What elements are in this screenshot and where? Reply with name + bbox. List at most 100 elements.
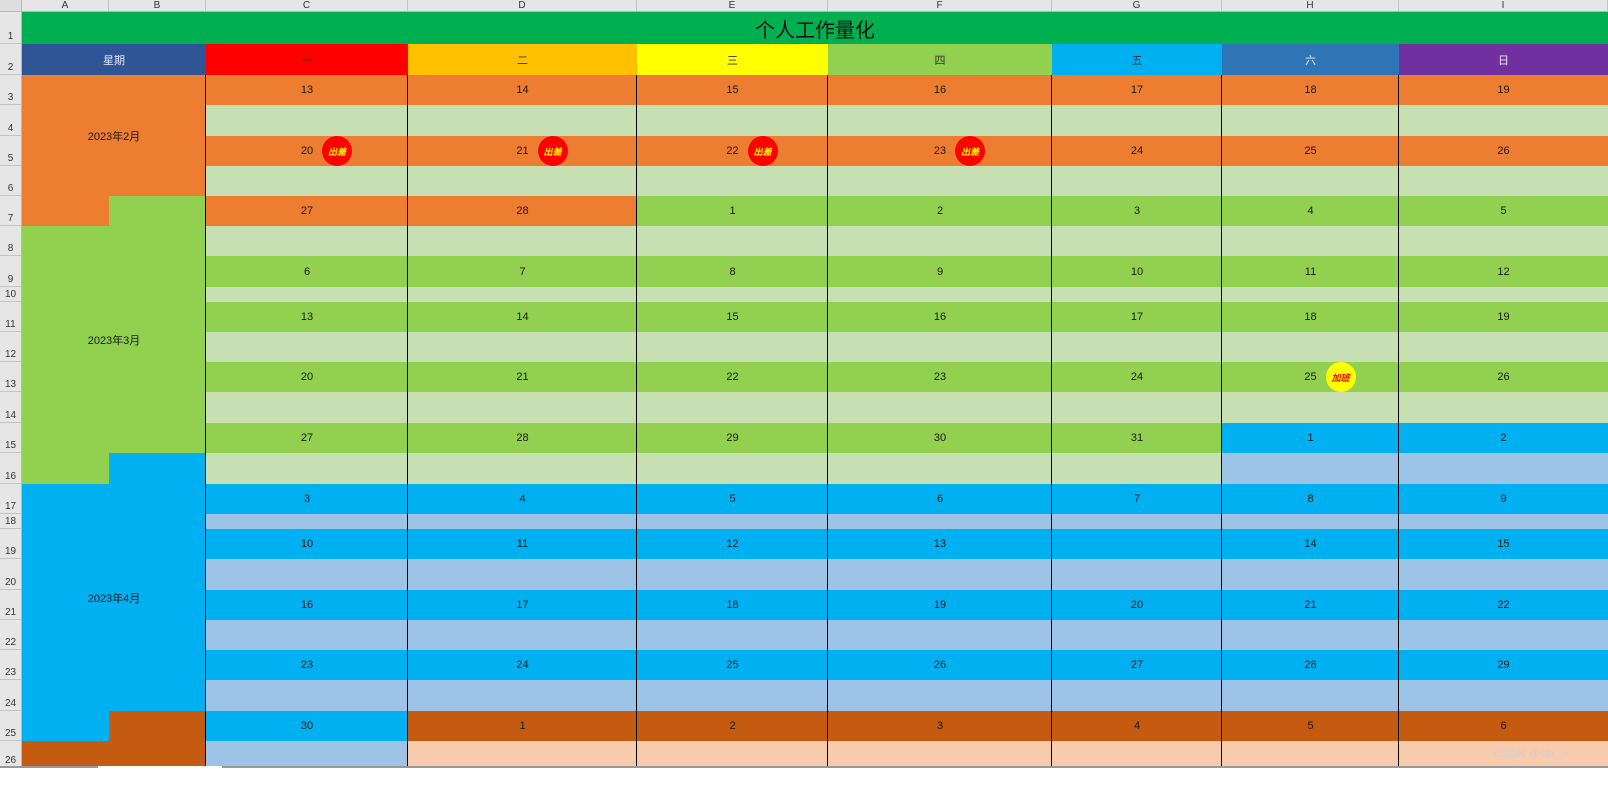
select-all-corner[interactable] (0, 0, 22, 12)
date-cell[interactable]: 8 (1222, 484, 1399, 514)
note-cell[interactable] (828, 453, 1052, 484)
date-cell[interactable]: 13 (206, 302, 408, 332)
note-cell[interactable] (828, 226, 1052, 256)
note-cell[interactable] (1222, 287, 1399, 302)
date-cell[interactable]: 18 (1222, 302, 1399, 332)
note-cell[interactable] (828, 105, 1052, 136)
date-cell[interactable]: 5 (637, 484, 828, 514)
note-cell[interactable] (828, 287, 1052, 302)
note-cell[interactable] (1399, 392, 1608, 423)
date-cell[interactable]: 20 (206, 362, 408, 392)
note-cell[interactable] (1052, 105, 1222, 136)
date-cell[interactable]: 29 (1399, 650, 1608, 680)
row-header-22[interactable]: 22 (0, 620, 22, 650)
date-cell[interactable]: 14 (1222, 529, 1399, 559)
note-cell[interactable] (1222, 392, 1399, 423)
date-cell[interactable]: 15 (637, 75, 828, 105)
column-header-g[interactable]: G (1052, 0, 1222, 12)
row-header-13[interactable]: 13 (0, 362, 22, 392)
note-cell[interactable] (206, 332, 408, 362)
note-cell[interactable] (408, 166, 637, 196)
date-cell[interactable]: 2 (1399, 423, 1608, 453)
note-cell[interactable] (637, 680, 828, 711)
note-cell[interactable] (408, 680, 637, 711)
date-cell[interactable]: 7 (1052, 484, 1222, 514)
date-cell[interactable]: 23 (828, 362, 1052, 392)
date-cell[interactable]: 10 (206, 529, 408, 559)
row-header-19[interactable]: 19 (0, 529, 22, 559)
note-cell[interactable] (637, 392, 828, 423)
date-cell[interactable]: 19 (1399, 75, 1608, 105)
date-cell[interactable]: 24 (1052, 362, 1222, 392)
date-cell[interactable]: 3 (1052, 196, 1222, 226)
date-cell[interactable]: 21 (408, 362, 637, 392)
row-header-10[interactable]: 10 (0, 287, 22, 302)
date-cell[interactable] (1052, 529, 1222, 559)
row-header-20[interactable]: 20 (0, 559, 22, 590)
note-cell[interactable] (206, 514, 408, 529)
note-cell[interactable] (206, 620, 408, 650)
date-cell[interactable]: 11 (1222, 256, 1399, 287)
note-cell[interactable] (1399, 166, 1608, 196)
date-cell[interactable]: 13 (206, 75, 408, 105)
month-label-3[interactable]: 2023年4月 (87, 592, 141, 605)
note-cell[interactable] (1399, 620, 1608, 650)
note-cell[interactable] (408, 453, 637, 484)
date-cell[interactable]: 12 (1399, 256, 1608, 287)
row-header-17[interactable]: 17 (0, 484, 22, 514)
date-cell[interactable]: 6 (206, 256, 408, 287)
note-cell[interactable] (637, 332, 828, 362)
weekday-header-5[interactable]: 五 (1052, 44, 1222, 75)
date-cell[interactable]: 10 (1052, 256, 1222, 287)
note-cell[interactable] (206, 559, 408, 590)
row-header-8[interactable]: 8 (0, 226, 22, 256)
date-cell[interactable]: 3 (828, 711, 1052, 741)
date-cell[interactable]: 19 (828, 590, 1052, 620)
note-cell[interactable] (206, 287, 408, 302)
note-cell[interactable] (637, 226, 828, 256)
note-cell[interactable] (637, 559, 828, 590)
date-cell[interactable]: 4 (408, 484, 637, 514)
date-cell[interactable]: 1 (408, 711, 637, 741)
note-cell[interactable] (206, 166, 408, 196)
note-cell[interactable] (1222, 226, 1399, 256)
note-cell[interactable] (206, 680, 408, 711)
date-cell[interactable]: 28 (408, 423, 637, 453)
date-cell[interactable]: 30 (828, 423, 1052, 453)
row-header-16[interactable]: 16 (0, 453, 22, 484)
note-cell[interactable] (1052, 166, 1222, 196)
date-cell[interactable]: 25 (1222, 136, 1399, 166)
date-cell[interactable]: 20 (206, 136, 408, 166)
note-cell[interactable] (1399, 453, 1608, 484)
row-header-24[interactable]: 24 (0, 680, 22, 711)
date-cell[interactable]: 20 (1052, 590, 1222, 620)
note-cell[interactable] (828, 741, 1052, 768)
date-cell[interactable]: 5 (1222, 711, 1399, 741)
date-cell[interactable]: 27 (206, 423, 408, 453)
date-cell[interactable]: 9 (828, 256, 1052, 287)
weekday-header-6[interactable]: 六 (1222, 44, 1399, 75)
note-cell[interactable] (408, 392, 637, 423)
scrollbar-track[interactable] (0, 766, 98, 768)
note-cell[interactable] (828, 559, 1052, 590)
note-cell[interactable] (1052, 514, 1222, 529)
note-cell[interactable] (637, 287, 828, 302)
note-cell[interactable] (1052, 741, 1222, 768)
note-cell[interactable] (1052, 287, 1222, 302)
note-cell[interactable] (408, 620, 637, 650)
date-cell[interactable]: 16 (206, 590, 408, 620)
note-cell[interactable] (408, 514, 637, 529)
month-label-1[interactable]: 2023年2月 (87, 130, 141, 143)
row-header-5[interactable]: 5 (0, 136, 22, 166)
row-header-18[interactable]: 18 (0, 514, 22, 529)
note-cell[interactable] (408, 741, 637, 768)
weekday-header-2[interactable]: 二 (408, 44, 637, 75)
date-cell[interactable]: 2 (637, 711, 828, 741)
note-cell[interactable] (1222, 680, 1399, 711)
note-cell[interactable] (408, 332, 637, 362)
date-cell[interactable]: 31 (1052, 423, 1222, 453)
note-cell[interactable] (1222, 514, 1399, 529)
date-cell[interactable]: 14 (408, 302, 637, 332)
date-cell[interactable]: 22 (637, 136, 828, 166)
row-header-25[interactable]: 25 (0, 711, 22, 741)
